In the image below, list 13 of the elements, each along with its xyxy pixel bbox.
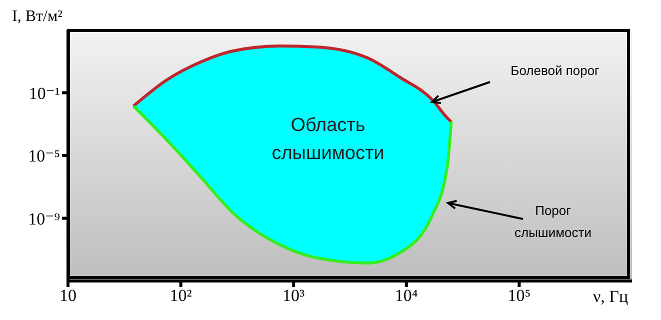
text: Болевой порог	[510, 62, 600, 80]
y-axis-title: I, Вт/м²	[12, 8, 62, 26]
y-tick-label: 10⁻⁹	[28, 209, 60, 228]
x-tick-label: 10⁴	[394, 286, 418, 306]
annotation: Область слышимости	[270, 114, 386, 166]
y-tick-label: 10⁻⁵	[28, 146, 60, 166]
x-axis-title: ν, Гц	[593, 287, 628, 307]
y-tick-label: 10⁻¹	[28, 84, 60, 103]
x-tick-label: 10	[60, 286, 76, 306]
x-tick-label: 10²	[170, 286, 192, 306]
x-tick-label: 10³	[282, 286, 305, 306]
x-tick-label: 10⁵	[508, 286, 531, 306]
text: Порог слышимости	[513, 202, 592, 242]
